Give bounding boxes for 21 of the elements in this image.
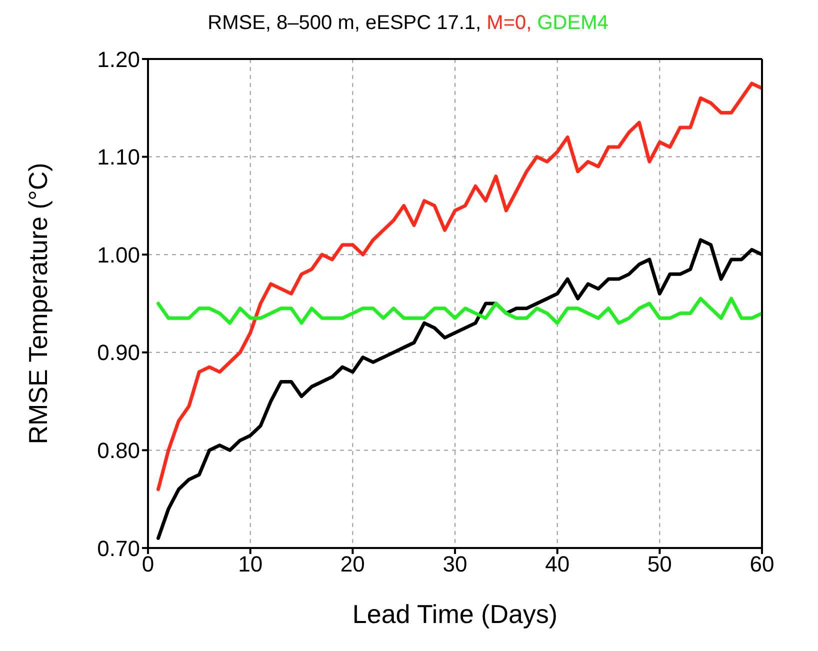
y-tick-label: 0.70 [97,536,140,561]
x-tick-label: 40 [545,552,570,577]
x-tick-label: 20 [340,552,365,577]
x-axis-title: Lead Time (Days) [352,599,558,629]
x-tick-label: 0 [142,552,154,577]
text: eESPC 17.1, [364,12,482,34]
x-tick-label: 30 [442,552,468,577]
y-tick-label: 1.00 [97,242,140,268]
chart-title: RMSE, 8–500 m, [208,12,360,34]
y-tick-label: 0.90 [97,340,140,366]
x-tick-label: 60 [750,552,774,577]
line-series [156,82,762,492]
y-tick-label: 1.20 [97,46,140,72]
y-tick-label: 1.10 [97,144,140,170]
text: M=0, [486,12,532,34]
y-axis-title: RMSE Temperature (°C) [23,162,54,444]
x-tick-label: 10 [238,552,263,577]
y-tick-label: 0.80 [97,438,140,464]
line-series [156,296,762,325]
x-tick-label: 50 [647,552,672,577]
text: GDEM4 [536,12,608,34]
